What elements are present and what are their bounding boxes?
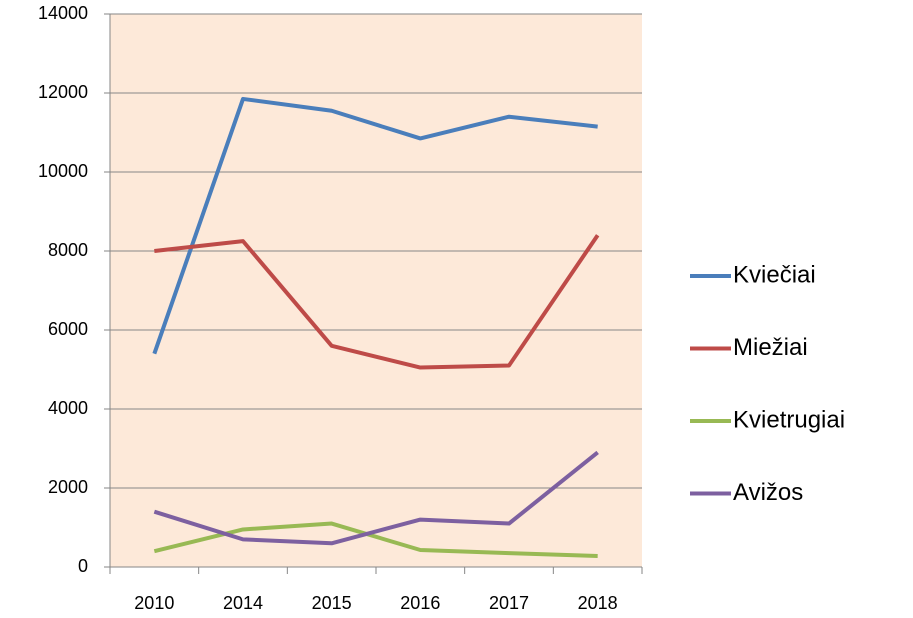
series-line bbox=[154, 234, 600, 370]
y-tick-label: 6000 bbox=[48, 319, 88, 339]
legend-label: Miežiai bbox=[733, 334, 808, 361]
y-tick-label: 8000 bbox=[48, 240, 88, 260]
y-tick-label: 2000 bbox=[48, 477, 88, 497]
series-line bbox=[152, 96, 598, 355]
legend-label: Kviečiai bbox=[733, 261, 816, 288]
series-line bbox=[153, 450, 599, 546]
x-tick-label: 2015 bbox=[312, 593, 352, 613]
x-tick-label: 2016 bbox=[400, 593, 440, 613]
x-tick-label: 2014 bbox=[223, 593, 263, 613]
plot-area bbox=[110, 14, 642, 567]
x-tick-label: 2010 bbox=[134, 593, 174, 613]
x-tick-label: 2017 bbox=[489, 593, 529, 613]
y-tick-label: 10000 bbox=[38, 161, 88, 181]
y-tick-label: 12000 bbox=[38, 82, 88, 102]
y-tick-label: 4000 bbox=[48, 398, 88, 418]
legend-label: Avižos bbox=[733, 479, 803, 506]
x-tick-label: 2018 bbox=[578, 593, 618, 613]
y-tick-label: 0 bbox=[78, 556, 88, 576]
legend-label: Kvietrugiai bbox=[733, 406, 845, 433]
y-tick-label: 14000 bbox=[38, 3, 88, 23]
